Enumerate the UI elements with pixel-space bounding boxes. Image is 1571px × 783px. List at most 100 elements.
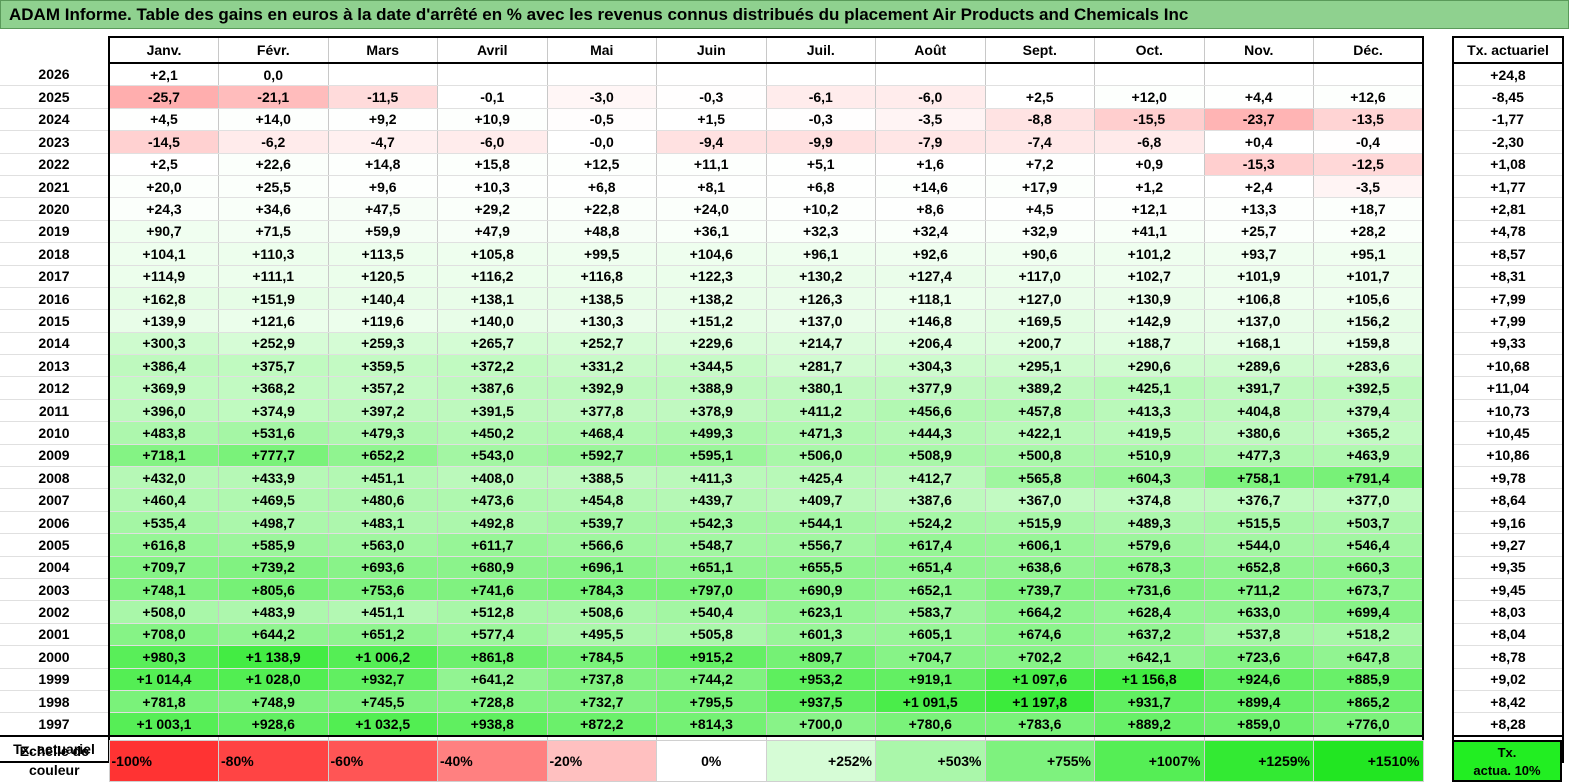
gain-cell: +265,7 bbox=[437, 332, 548, 356]
gain-cell: +566,6 bbox=[546, 533, 657, 557]
gain-cell: -0,5 bbox=[546, 108, 657, 132]
gain-cell: +499,3 bbox=[656, 421, 767, 445]
color-scale-swatch: 0% bbox=[656, 740, 767, 782]
gain-cell: +741,6 bbox=[437, 578, 548, 602]
gain-cell: +137,0 bbox=[765, 309, 876, 333]
gain-cell: +616,8 bbox=[108, 533, 219, 557]
year-label: 2005 bbox=[0, 533, 110, 557]
gain-cell: +595,1 bbox=[656, 444, 767, 468]
gain-cell: +652,1 bbox=[875, 578, 986, 602]
gain-cell: +419,5 bbox=[1094, 421, 1205, 445]
year-label: 2009 bbox=[0, 444, 110, 468]
gain-cell: -3,5 bbox=[1313, 175, 1424, 199]
gain-cell: +397,2 bbox=[327, 399, 438, 423]
gain-cell: +641,2 bbox=[437, 668, 548, 691]
gain-cell: -9,9 bbox=[765, 130, 876, 154]
month-header: Juin bbox=[656, 36, 767, 64]
table-row: 2012 +369,9 +368,2 +357,2 +387,6 +392,9 +388,9… bbox=[0, 376, 1424, 400]
gain-cell: +59,9 bbox=[327, 220, 438, 244]
gain-cell: +281,7 bbox=[765, 354, 876, 378]
table-row: +8,64 bbox=[1452, 488, 1564, 512]
table-row: +1,08 bbox=[1452, 153, 1564, 176]
gain-cell: +380,6 bbox=[1203, 421, 1314, 445]
table-row: +4,78 bbox=[1452, 220, 1564, 244]
gain-cell: +130,2 bbox=[765, 265, 876, 288]
gain-cell: +139,9 bbox=[108, 309, 219, 333]
gain-cell: +500,8 bbox=[984, 444, 1095, 468]
gain-cell: +473,6 bbox=[437, 488, 548, 512]
table-row: -8,45 bbox=[1452, 85, 1564, 109]
gain-cell: +1 003,1 bbox=[108, 712, 219, 737]
gain-cell: +605,1 bbox=[875, 623, 986, 647]
actuarial-rate-cell: +10,68 bbox=[1452, 354, 1564, 378]
gain-cell: +709,7 bbox=[108, 556, 219, 579]
gain-cell: +642,1 bbox=[1094, 645, 1205, 669]
table-row: 2018 +104,1 +110,3 +113,5 +105,8 +99,5 +104,6 +… bbox=[0, 242, 1424, 266]
color-scale-label-line2: couleur bbox=[28, 762, 80, 778]
gain-cell: -9,4 bbox=[656, 130, 767, 154]
gain-cell: +531,6 bbox=[218, 421, 329, 445]
gain-cell: +14,0 bbox=[218, 108, 329, 132]
gain-cell: +14,8 bbox=[327, 153, 438, 176]
gain-cell: +579,6 bbox=[1094, 533, 1205, 557]
gain-cell: +377,8 bbox=[546, 399, 657, 423]
gain-cell: +106,8 bbox=[1203, 287, 1314, 311]
gain-cell: +508,0 bbox=[108, 600, 219, 624]
gain-cell: +391,5 bbox=[437, 399, 548, 423]
table-row: +10,73 bbox=[1452, 399, 1564, 423]
gain-cell: +425,4 bbox=[765, 466, 876, 490]
year-label: 2012 bbox=[0, 376, 110, 400]
gain-cell: -12,5 bbox=[1313, 153, 1424, 176]
gain-cell: +90,7 bbox=[108, 220, 219, 244]
gain-cell: +539,7 bbox=[546, 511, 657, 535]
actuarial-rate-cell: +8,04 bbox=[1452, 623, 1564, 647]
table-row: +9,02 bbox=[1452, 668, 1564, 691]
gain-cell: +28,2 bbox=[1313, 220, 1424, 244]
table-row: +1,77 bbox=[1452, 175, 1564, 199]
month-header: Mars bbox=[327, 36, 438, 64]
gain-cell: +95,1 bbox=[1313, 242, 1424, 266]
gain-cell: +512,8 bbox=[437, 600, 548, 624]
gain-cell: +387,6 bbox=[875, 488, 986, 512]
year-label: 2022 bbox=[0, 153, 110, 176]
gain-cell: +611,7 bbox=[437, 533, 548, 557]
color-scale-swatch: +755% bbox=[984, 740, 1095, 782]
color-scale-row: Echelle de couleur -100% -80% -60% -40% -20%… bbox=[0, 740, 1424, 782]
gain-cell: +737,8 bbox=[546, 668, 657, 691]
year-label: 2003 bbox=[0, 578, 110, 602]
gain-cell: +146,8 bbox=[875, 309, 986, 333]
table-row: 2001 +708,0 +644,2 +651,2 +577,4 +495,5 +505,8… bbox=[0, 623, 1424, 647]
gain-cell: +162,8 bbox=[108, 287, 219, 311]
gain-cell: +99,5 bbox=[546, 242, 657, 266]
gain-cell: +118,1 bbox=[875, 287, 986, 311]
gain-cell: +13,3 bbox=[1203, 197, 1314, 221]
gain-cell: +565,8 bbox=[984, 466, 1095, 490]
month-header: Janv. bbox=[108, 36, 219, 64]
gain-cell: +1 138,9 bbox=[218, 645, 329, 669]
gain-cell: +127,4 bbox=[875, 265, 986, 288]
gain-cell: +638,6 bbox=[984, 556, 1095, 579]
table-row: +7,99 bbox=[1452, 309, 1564, 333]
color-scale-swatch: -20% bbox=[546, 740, 657, 782]
gain-cell: +444,3 bbox=[875, 421, 986, 445]
actuarial-rate-cell: -8,45 bbox=[1452, 85, 1564, 109]
gain-cell: -7,9 bbox=[875, 130, 986, 154]
gain-cell: +388,9 bbox=[656, 376, 767, 400]
year-label: 2007 bbox=[0, 488, 110, 512]
table-row: +8,04 bbox=[1452, 623, 1564, 647]
color-scale: Echelle de couleur -100% -80% -60% -40% -20%… bbox=[0, 740, 1424, 782]
gain-cell: +126,3 bbox=[765, 287, 876, 311]
table-row: 2002 +508,0 +483,9 +451,1 +512,8 +508,6 +540,4… bbox=[0, 600, 1424, 624]
gain-cell: +583,7 bbox=[875, 600, 986, 624]
gain-cell: +460,4 bbox=[108, 488, 219, 512]
color-scale-swatch: -100% bbox=[108, 740, 219, 782]
gain-cell: +861,8 bbox=[437, 645, 548, 669]
gain-cell: +12,5 bbox=[546, 153, 657, 176]
gains-table-body: 2026 +2,1 0,0 2025 -25,7 -21,1 -11,5 -0,1 -3,0 -0… bbox=[0, 63, 1424, 763]
gain-cell: +1,5 bbox=[656, 108, 767, 132]
gain-cell: +32,9 bbox=[984, 220, 1095, 244]
gain-cell: +1 014,4 bbox=[108, 668, 219, 691]
gain-cell: +544,1 bbox=[765, 511, 876, 535]
gain-cell: +122,3 bbox=[656, 265, 767, 288]
gain-cell: +169,5 bbox=[984, 309, 1095, 333]
